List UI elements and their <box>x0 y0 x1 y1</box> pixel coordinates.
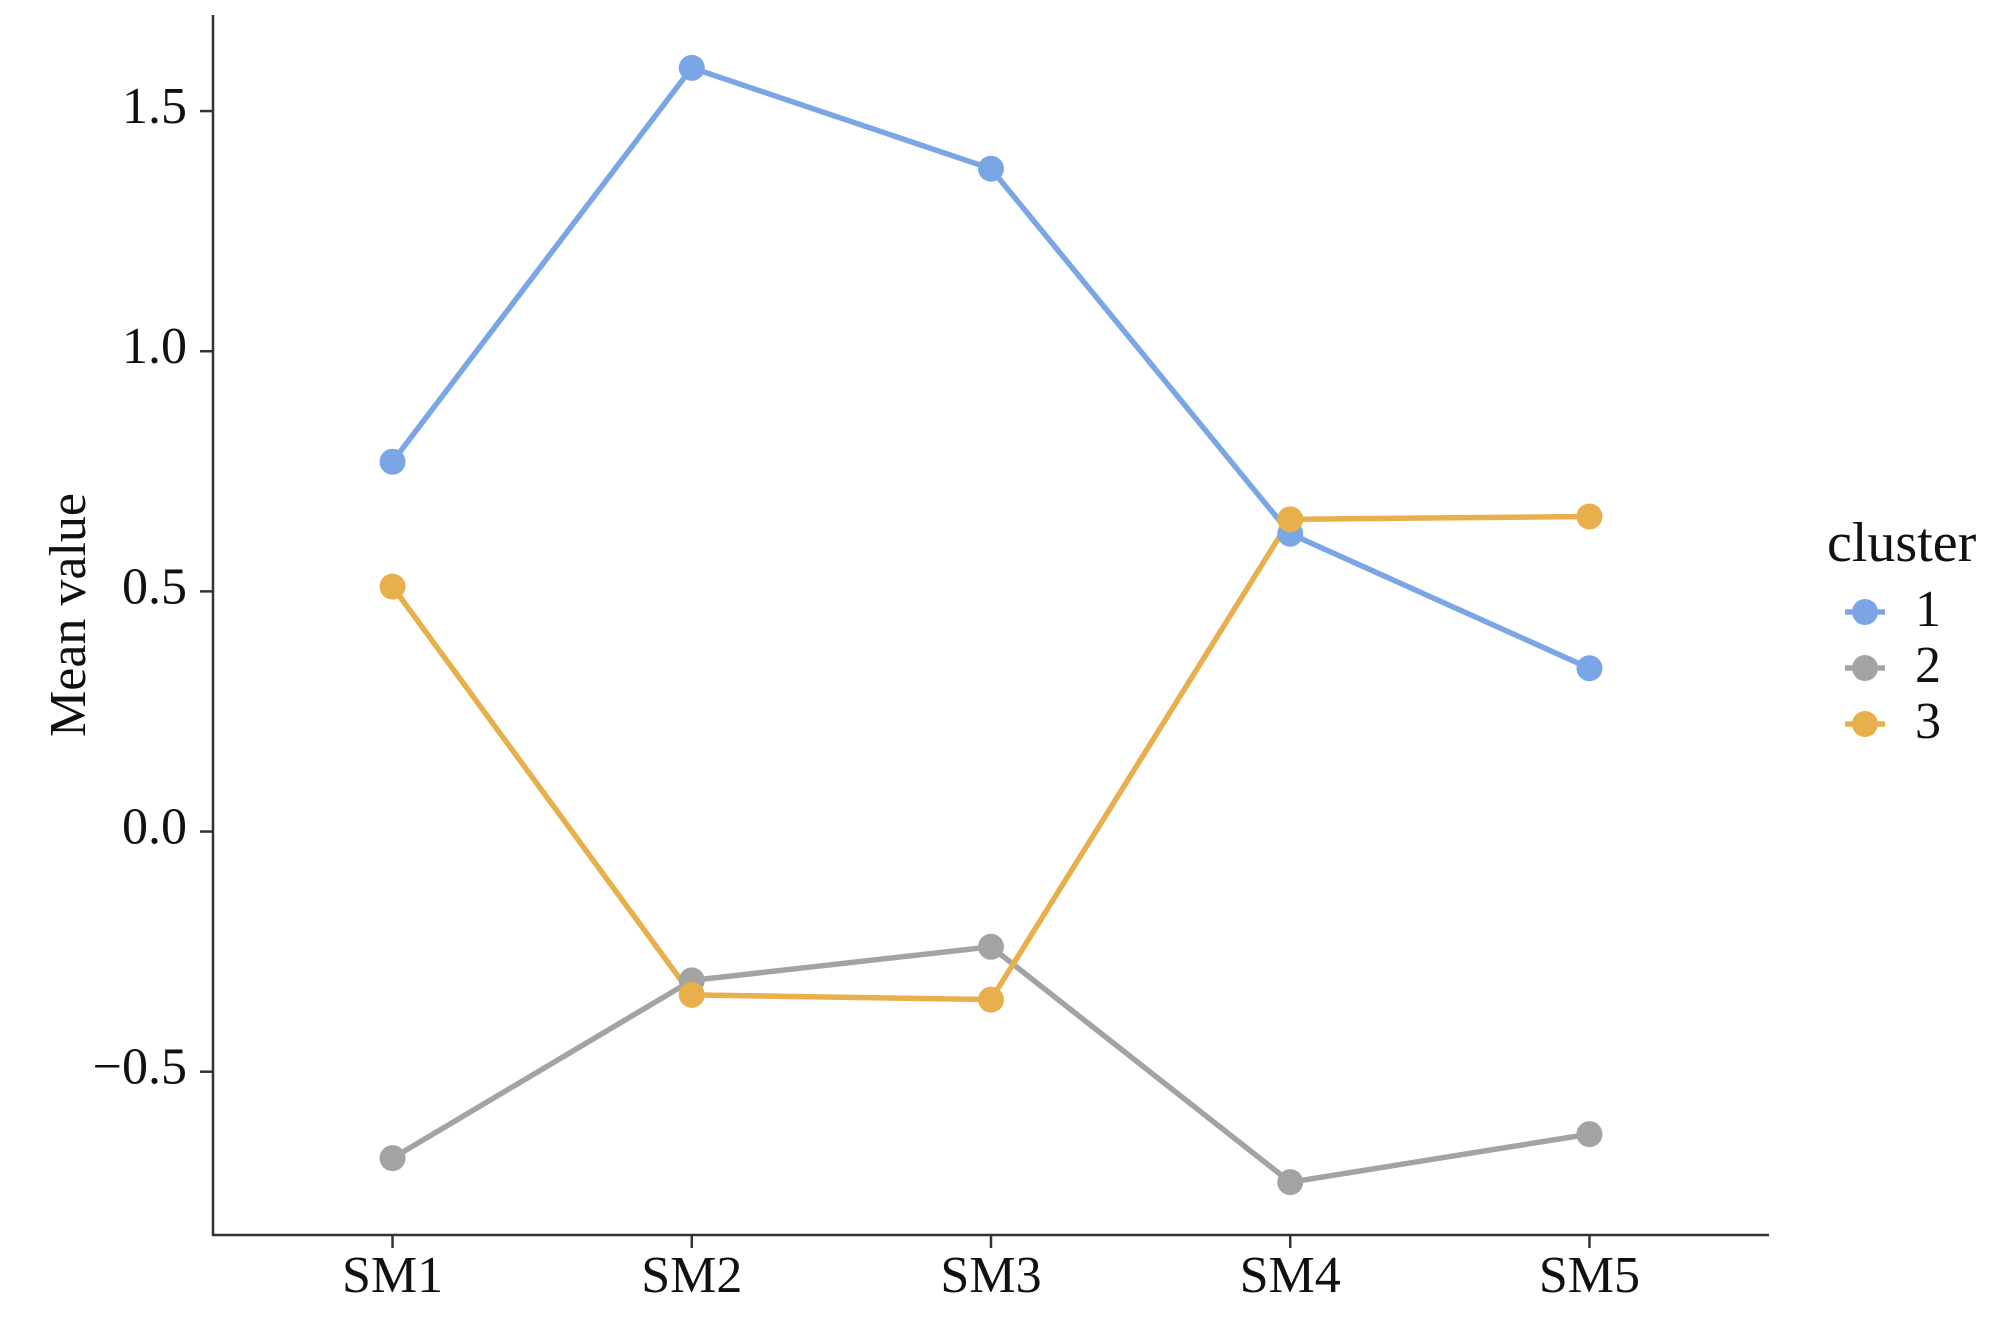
y-axis-label: Mean value <box>40 493 97 737</box>
data-point <box>678 54 705 81</box>
x-tick-label: SM2 <box>641 1247 742 1304</box>
data-point <box>1277 1169 1304 1196</box>
y-tick-label: −0.5 <box>93 1039 187 1096</box>
data-point <box>379 573 406 600</box>
legend-label: 1 <box>1915 581 1941 638</box>
data-point <box>1576 1121 1603 1148</box>
data-point <box>978 986 1004 1013</box>
y-tick-label: 1.0 <box>122 318 187 375</box>
legend-label: 2 <box>1915 637 1941 694</box>
y-tick-label: 1.5 <box>122 78 187 135</box>
legend-title: cluster <box>1827 512 1977 574</box>
data-point <box>978 933 1004 960</box>
x-tick-label: SM3 <box>940 1247 1041 1304</box>
legend-key-point <box>1852 711 1878 737</box>
data-point <box>379 1145 406 1172</box>
data-point <box>1576 655 1603 682</box>
data-point <box>1576 503 1603 530</box>
y-tick-label: 0.0 <box>122 798 187 855</box>
data-point <box>978 155 1004 182</box>
series-line <box>391 943 1590 1186</box>
x-tick-label: SM5 <box>1539 1247 1640 1304</box>
legend-key-point <box>1852 655 1878 681</box>
legend-key-point <box>1852 599 1878 625</box>
y-tick-label: 0.5 <box>122 558 187 615</box>
data-point <box>1277 506 1304 533</box>
data-point <box>678 981 705 1008</box>
legend-label: 3 <box>1915 693 1941 750</box>
x-tick-label: SM1 <box>342 1247 443 1304</box>
x-tick-label: SM4 <box>1240 1247 1341 1304</box>
data-point <box>379 448 406 475</box>
